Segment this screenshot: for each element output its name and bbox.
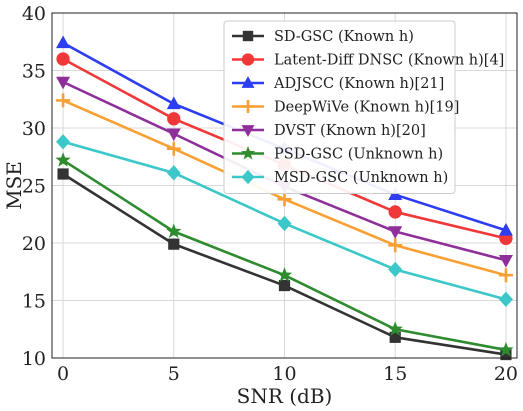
series-0-point-1	[168, 238, 180, 250]
series-4-point-1	[166, 128, 181, 142]
legend-marker-4	[241, 125, 255, 137]
legend-item-6: MSD-GSC (Unknown h)	[232, 169, 448, 186]
series-6-point-2	[277, 215, 292, 232]
series-4-point-0	[56, 76, 71, 90]
series-0-point-4	[500, 348, 512, 361]
series-0-point-0	[57, 168, 69, 180]
series-4-point-4	[498, 255, 513, 268]
legend-item-2: ADJSCC (Known h)[21]	[232, 76, 444, 92]
series-0-point-2	[278, 279, 291, 292]
legend-marker-0	[242, 30, 254, 42]
legend-label-2: ADJSCC (Known h)[21]	[273, 76, 444, 92]
legend-label-5: PSD-GSC (Unknown h)	[274, 147, 443, 163]
series-6-point-4	[498, 291, 513, 308]
series-2-point-1	[166, 96, 181, 110]
y-tick-label-2: 20	[22, 233, 46, 255]
series-5	[55, 152, 514, 357]
legend-box	[223, 20, 456, 194]
x-tick-label-0: 0	[57, 363, 69, 385]
y-tick-label-0: 10	[22, 348, 46, 370]
series-5-point-4	[498, 341, 514, 357]
x-tick-label-1: 5	[168, 363, 180, 385]
series-5-point-0	[55, 152, 71, 167]
series-5-point-1	[166, 223, 182, 239]
series-3-point-3	[388, 238, 403, 253]
legend-marker-6	[241, 169, 255, 185]
legend-label-4: DVST (Known h)[20]	[274, 123, 426, 139]
series-6-point-0	[56, 134, 71, 150]
legend-item-5: PSD-GSC (Unknown h)	[232, 146, 443, 163]
series-1-point-0	[56, 52, 70, 66]
legend-item-4: DVST (Known h)[20]	[232, 123, 426, 139]
legend-label-0: SD-GSC (Known h)	[274, 29, 414, 45]
legend-item-0: SD-GSC (Known h)	[232, 29, 414, 45]
x-axis-label: SNR (dB)	[237, 384, 333, 408]
series-3-point-2	[277, 192, 292, 207]
y-tick-label-5: 35	[22, 61, 46, 83]
legend-item-1: Latent-Diff DNSC (Known h)[4]	[232, 53, 504, 69]
y-tick-label-6: 40	[22, 3, 46, 25]
y-tick-label-4: 30	[22, 118, 46, 140]
legend-label-1: Latent-Diff DNSC (Known h)[4]	[274, 53, 504, 69]
tick-labels: 0 5 10 15 20 10 15 20 25 30 35 40	[22, 3, 518, 385]
x-tick-label-4: 20	[494, 363, 518, 385]
x-tick-label-3: 15	[383, 363, 407, 385]
series-0-point-3	[389, 331, 401, 343]
legend-marker-1	[241, 53, 255, 66]
legend: SD-GSC (Known h) Latent-Diff DNSC (Known …	[223, 20, 504, 194]
series-5-point-2	[276, 267, 293, 282]
series-1-point-1	[167, 112, 181, 126]
legend-label-3: DeepWiVe (Known h)[19]	[274, 100, 459, 116]
legend-marker-5	[240, 146, 256, 160]
legend-marker-3	[241, 100, 255, 113]
series-2-point-4	[498, 223, 513, 236]
y-tick-label-3: 25	[22, 176, 46, 198]
series-3-point-0	[56, 93, 71, 108]
series-3-point-1	[166, 141, 181, 156]
legend-item-3: DeepWiVe (Known h)[19]	[232, 100, 459, 116]
series-6-point-1	[166, 165, 181, 181]
series-2-point-0	[56, 35, 71, 49]
series-6	[56, 134, 513, 308]
series-6-point-3	[388, 261, 403, 278]
plot-frame	[51, 12, 518, 359]
series-1-point-3	[388, 205, 402, 219]
series-0	[57, 168, 512, 361]
legend-label-6: MSD-GSC (Unknown h)	[274, 170, 448, 186]
series-3	[56, 93, 513, 283]
x-tick-label-2: 10	[272, 363, 296, 385]
y-axis-label: MSE	[2, 161, 26, 210]
series-5-point-3	[387, 321, 403, 336]
legend-marker-2	[241, 76, 255, 88]
series-4-point-3	[388, 226, 403, 239]
y-tick-label-1: 15	[22, 291, 46, 313]
series-3-point-4	[498, 268, 513, 283]
